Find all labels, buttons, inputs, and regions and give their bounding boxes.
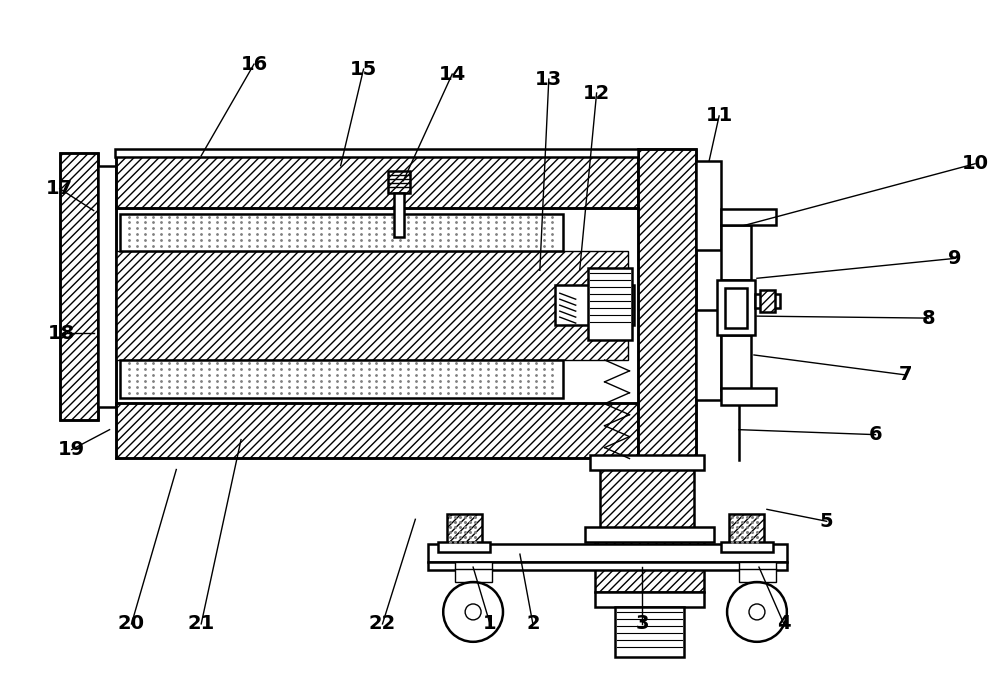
Bar (638, 149, 696, 459)
Bar (729, 514, 764, 546)
Bar (721, 225, 751, 280)
Bar (595, 592, 704, 607)
Bar (116, 152, 638, 208)
Bar (755, 295, 780, 308)
Bar (721, 542, 773, 552)
Bar (600, 457, 694, 532)
Text: 17: 17 (46, 179, 73, 198)
Bar (120, 360, 563, 398)
Bar (696, 310, 721, 400)
Bar (721, 335, 751, 390)
Bar (585, 527, 714, 542)
Bar (116, 252, 628, 360)
Text: 2: 2 (526, 615, 540, 633)
Bar (98, 166, 116, 407)
Text: 3: 3 (636, 615, 649, 633)
Bar (438, 542, 490, 552)
Text: 4: 4 (777, 615, 791, 633)
Bar (116, 208, 638, 403)
Bar (120, 213, 563, 252)
Bar (455, 562, 492, 582)
Bar (725, 288, 747, 328)
Bar (638, 149, 696, 459)
Bar (447, 514, 482, 546)
Bar (115, 149, 638, 157)
Text: 9: 9 (948, 249, 962, 268)
Text: 22: 22 (369, 615, 396, 633)
Text: 20: 20 (118, 615, 145, 633)
Bar (717, 280, 755, 335)
Bar (394, 193, 404, 238)
Text: 11: 11 (705, 107, 733, 125)
Text: 15: 15 (350, 60, 377, 78)
Text: 14: 14 (439, 64, 466, 84)
Bar (60, 152, 98, 420)
Text: 6: 6 (869, 425, 882, 444)
Text: 12: 12 (583, 84, 610, 103)
Bar (595, 532, 704, 592)
Bar (739, 562, 776, 582)
Text: 19: 19 (58, 440, 85, 459)
Text: 21: 21 (188, 615, 215, 633)
Bar (428, 562, 787, 570)
Bar (116, 403, 638, 457)
Bar (721, 209, 776, 225)
Bar (555, 286, 634, 325)
Text: 18: 18 (48, 324, 75, 342)
Text: 7: 7 (899, 365, 912, 385)
Bar (588, 268, 632, 340)
Text: 10: 10 (962, 155, 989, 173)
Text: 13: 13 (535, 69, 562, 89)
Bar (388, 170, 410, 193)
Bar (615, 607, 684, 657)
Bar (590, 455, 704, 469)
Bar (696, 161, 721, 250)
Bar (760, 290, 775, 312)
Bar (60, 152, 98, 420)
Bar (428, 544, 787, 562)
Bar (721, 388, 776, 405)
Text: 1: 1 (483, 615, 497, 633)
Text: 5: 5 (820, 512, 833, 531)
Text: 16: 16 (240, 55, 268, 73)
Text: 8: 8 (921, 308, 935, 328)
